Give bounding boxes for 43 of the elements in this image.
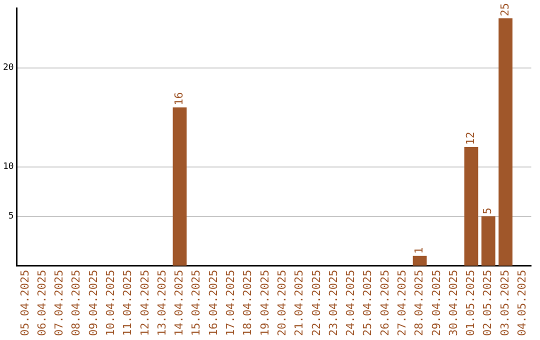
x-tick-label: 23.04.2025 xyxy=(326,270,340,336)
bar xyxy=(172,107,187,266)
x-tick-label: 28.04.2025 xyxy=(412,270,426,336)
x-tick-label: 02.05.2025 xyxy=(481,270,494,336)
data-label: 1 xyxy=(412,247,426,254)
data-label: 5 xyxy=(481,208,494,214)
x-tick-label: 15.04.2025 xyxy=(190,270,203,336)
x-tick-label: 13.04.2025 xyxy=(155,270,168,336)
x-tick-label: 08.04.2025 xyxy=(70,270,83,336)
data-label: 16 xyxy=(172,92,186,106)
data-label: 25 xyxy=(498,3,512,16)
y-tick-label: 10 xyxy=(2,162,14,172)
x-tick-label: 04.05.2025 xyxy=(516,270,529,336)
x-tick-label: 12.04.2025 xyxy=(138,270,152,336)
x-tick-label: 16.04.2025 xyxy=(206,270,220,336)
x-tick-label: 03.05.2025 xyxy=(498,270,512,336)
y-tick-label: 5 xyxy=(8,212,14,222)
x-tick-label: 21.04.2025 xyxy=(292,270,306,336)
data-label: 12 xyxy=(464,132,478,145)
x-tick-label: 27.04.2025 xyxy=(396,270,408,336)
bar xyxy=(464,146,478,266)
x-tick-label: 25.04.2025 xyxy=(361,270,374,336)
x-tick-label: 22.04.2025 xyxy=(310,270,323,336)
x-tick-label: 20.04.2025 xyxy=(275,270,288,336)
bar xyxy=(498,18,512,266)
y-tick-label: 20 xyxy=(2,63,14,74)
x-tick-label: 24.04.2025 xyxy=(344,270,358,336)
x-tick-label: 19.04.2025 xyxy=(258,270,272,336)
bar xyxy=(412,256,427,266)
x-tick-label: 17.04.2025 xyxy=(224,270,238,336)
x-tick-label: 05.04.2025 xyxy=(18,270,32,336)
x-tick-label: 01.05.2025 xyxy=(464,270,478,336)
x-tick-label: 09.04.2025 xyxy=(86,270,100,336)
bar xyxy=(481,216,496,266)
x-tick-label: 18.04.2025 xyxy=(241,270,254,336)
x-tick-label: 29.04.2025 xyxy=(430,270,443,336)
x-tick-label: 07.04.2025 xyxy=(52,270,66,336)
x-tick-label: 14.04.2025 xyxy=(172,270,186,336)
x-tick-label: 30.04.2025 xyxy=(446,270,460,336)
x-tick-label: 26.04.2025 xyxy=(378,270,392,336)
x-tick-label: 10.04.2025 xyxy=(104,270,118,336)
x-tick-label: 06.04.2025 xyxy=(35,270,48,336)
x-tick-label: 11.04.2025 xyxy=(121,270,134,336)
